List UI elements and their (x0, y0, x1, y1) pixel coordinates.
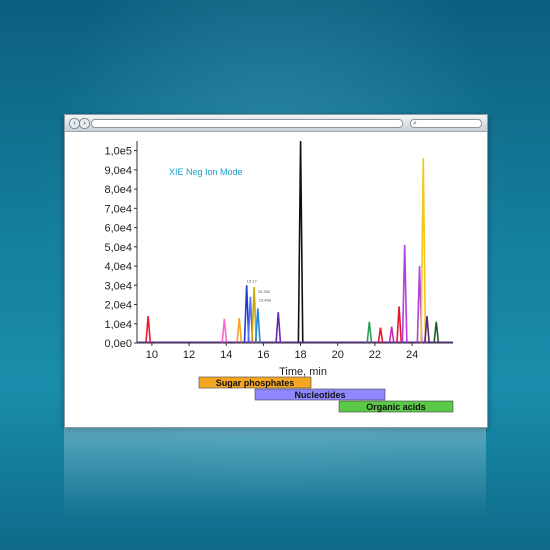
y-tick-label: 3,0e4 (104, 280, 132, 292)
y-tick-label: 0,0e0 (104, 338, 132, 350)
peak-annotation: 15.350 (258, 289, 271, 294)
address-bar[interactable] (91, 119, 403, 128)
chromatogram-peak (243, 285, 250, 344)
chromatogram-peak (366, 321, 373, 344)
reflection-fill (64, 428, 486, 518)
y-tick-label: 6,0e4 (104, 223, 132, 235)
y-tick-label: 1,0e5 (104, 146, 132, 158)
x-tick-label: 24 (406, 349, 418, 361)
x-tick-label: 16 (257, 349, 269, 361)
x-tick-label: 22 (369, 349, 381, 361)
browser-window: ‹ › ⌕ XIE Neg Ion Mode 0,0e0 1,0e4 2,0e4 3,… (64, 114, 488, 428)
x-tick-label: 10 (146, 349, 158, 361)
x-tick-label: 14 (220, 349, 232, 361)
chromatogram-peak (420, 158, 427, 344)
chart-title: XIE Neg Ion Mode (169, 167, 243, 177)
class-bar-label: Organic acids (366, 402, 426, 412)
y-tick-label: 2,0e4 (104, 300, 132, 312)
y-tick-label: 4,0e4 (104, 261, 132, 273)
class-bar-label: Nucleotides (294, 390, 345, 400)
chromatogram-peak (236, 317, 243, 344)
chromatogram-peak (297, 140, 304, 344)
browser-toolbar: ‹ › ⌕ (65, 115, 487, 132)
y-tick-label: 1,0e4 (104, 319, 132, 331)
class-bar (338, 400, 454, 413)
chromatogram-chart: XIE Neg Ion Mode 0,0e0 1,0e4 2,0e4 3,0e4 4,0… (104, 140, 454, 413)
y-tick-label: 9,0e4 (104, 165, 132, 177)
window-reflection (64, 428, 486, 518)
compound-class-bars: Sugar phosphates Nucleotides Organic acids (198, 376, 454, 413)
chromatogram-peak (254, 308, 261, 344)
chromatogram-peak (377, 327, 384, 344)
peak-annotation: 15.468 (259, 298, 272, 303)
chromatogram-peak (251, 287, 258, 344)
chromatogram-peak (145, 316, 152, 344)
x-axis-label: Time, min (279, 366, 327, 378)
chromatogram-peak (433, 321, 440, 344)
peak-annotation: 15.17 (247, 278, 258, 283)
y-axis: 0,0e0 1,0e4 2,0e4 3,0e4 4,0e4 5,0e4 6,0e4 7,0e4… (104, 141, 138, 350)
peaks (137, 140, 453, 344)
chromatogram-peak (401, 244, 408, 344)
search-field[interactable]: ⌕ (410, 119, 482, 128)
x-axis: 10 12 14 16 18 20 22 24 (137, 342, 453, 361)
x-tick-label: 20 (332, 349, 344, 361)
y-tick-label: 8,0e4 (104, 184, 132, 196)
class-bar-label: Sugar phosphates (216, 378, 295, 388)
peak-annotations: 15.17 15.350 15.468 (247, 278, 272, 302)
search-icon: ⌕ (413, 120, 417, 127)
chromatogram-peak (275, 312, 282, 344)
chromatogram-peak (388, 326, 395, 344)
forward-arrow-icon[interactable]: › (79, 118, 90, 129)
chromatogram-peak (221, 318, 228, 344)
x-tick-label: 18 (294, 349, 306, 361)
chromatogram-peak (423, 316, 430, 344)
y-tick-label: 7,0e4 (104, 203, 132, 215)
chromatogram-peak (396, 306, 403, 344)
x-tick-label: 12 (183, 349, 195, 361)
class-bar (198, 376, 312, 389)
class-bar (254, 388, 386, 401)
y-tick-label: 5,0e4 (104, 242, 132, 254)
